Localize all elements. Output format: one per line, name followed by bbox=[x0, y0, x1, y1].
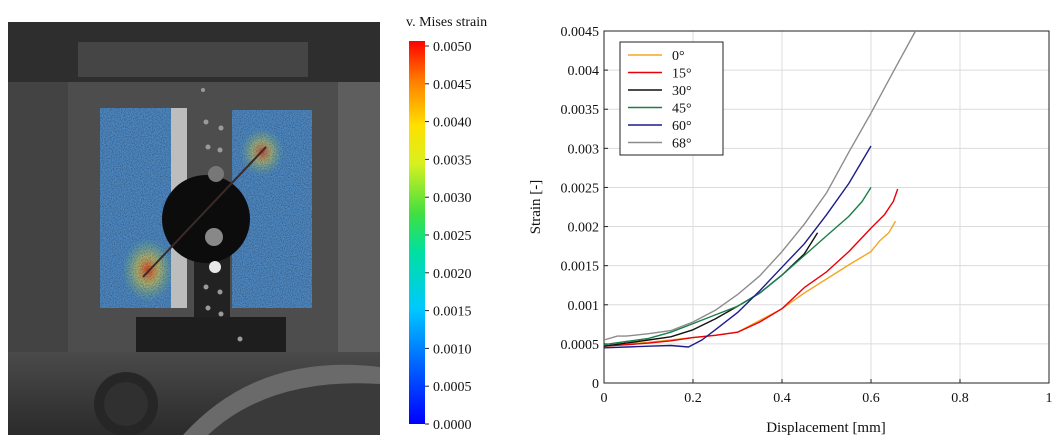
series-line-1 bbox=[603, 188, 899, 347]
colorbar-tick-label: 0.0040 bbox=[433, 116, 472, 131]
x-axis-label: Displacement [mm] bbox=[766, 420, 886, 436]
legend-label: 30° bbox=[672, 84, 692, 99]
colorbar-tick-label: 0.0035 bbox=[433, 153, 472, 168]
x-tick-label: 0.4 bbox=[773, 391, 791, 406]
dic-strain-photo bbox=[8, 22, 380, 435]
x-tick-label: 0 bbox=[601, 391, 608, 406]
y-tick-label: 0 bbox=[592, 377, 599, 392]
photo-crack-line bbox=[142, 146, 267, 278]
x-tick-label: 0.6 bbox=[862, 391, 880, 406]
colorbar-tick-label: 0.0045 bbox=[433, 78, 472, 93]
chart-legend: 0° 15° 30° 45° 60° 68° bbox=[619, 41, 724, 156]
colorbar-tick-label: 0.0050 bbox=[433, 40, 472, 55]
series-line-3 bbox=[603, 187, 872, 346]
x-tick-label: 0.8 bbox=[951, 391, 969, 406]
y-tick-label: 0.0035 bbox=[561, 103, 600, 118]
strain-displacement-chart: 0 0.2 0.4 0.6 0.8 1 0 0.0005 0.001 0.0015 0.002 0.… bbox=[528, 25, 1053, 436]
series-line-5 bbox=[603, 30, 917, 341]
colorbar-tick-label: 0.0015 bbox=[433, 305, 472, 320]
colorbar-tick-label: 0.0000 bbox=[433, 418, 472, 433]
y-tick-label: 0.0005 bbox=[561, 338, 600, 353]
colorbar-tick-label: 0.0005 bbox=[433, 380, 472, 395]
colorbar-tick-label: 0.0010 bbox=[433, 342, 472, 357]
y-tick-label: 0.0045 bbox=[561, 25, 600, 40]
series-line-4 bbox=[603, 145, 872, 349]
y-tick-label: 0.001 bbox=[568, 299, 600, 314]
legend-label: 68° bbox=[672, 137, 692, 152]
x-tick-label: 0.2 bbox=[684, 391, 702, 406]
y-tick-label: 0.0025 bbox=[561, 181, 600, 196]
photo-grip-disc bbox=[162, 175, 250, 263]
x-tick-label: 1 bbox=[1046, 391, 1053, 406]
chart-series bbox=[603, 30, 917, 349]
y-tick-label: 0.003 bbox=[568, 142, 600, 157]
colorbar-tick-label: 0.0025 bbox=[433, 229, 472, 244]
y-tick-label: 0.002 bbox=[568, 221, 600, 236]
colorbar-tick-label: 0.0020 bbox=[433, 267, 472, 282]
colorbar: v. Mises strain 0.0050 0.0045 0.0040 0.0035… bbox=[406, 15, 487, 433]
y-tick-label: 0.004 bbox=[568, 64, 600, 79]
y-axis-label: Strain [-] bbox=[528, 180, 544, 235]
plot-frame bbox=[603, 30, 1050, 384]
series-line-2 bbox=[603, 232, 819, 347]
colorbar-gradient bbox=[409, 41, 425, 424]
legend-box bbox=[619, 41, 724, 156]
legend-label: 45° bbox=[672, 102, 692, 117]
colorbar-tick-labels: 0.0050 0.0045 0.0040 0.0035 0.0030 0.0025 0.00… bbox=[425, 40, 472, 433]
legend-label: 15° bbox=[672, 67, 692, 82]
legend-label: 0° bbox=[672, 49, 685, 64]
y-tick-label: 0.0015 bbox=[561, 260, 600, 275]
colorbar-title: v. Mises strain bbox=[406, 15, 487, 30]
y-axis-ticks: 0 0.0005 0.001 0.0015 0.002 0.0025 0.003 0.0035… bbox=[561, 25, 608, 392]
colorbar-tick-label: 0.0030 bbox=[433, 191, 472, 206]
legend-label: 60° bbox=[672, 119, 692, 134]
x-axis-ticks: 0 0.2 0.4 0.6 0.8 1 bbox=[601, 379, 1053, 406]
